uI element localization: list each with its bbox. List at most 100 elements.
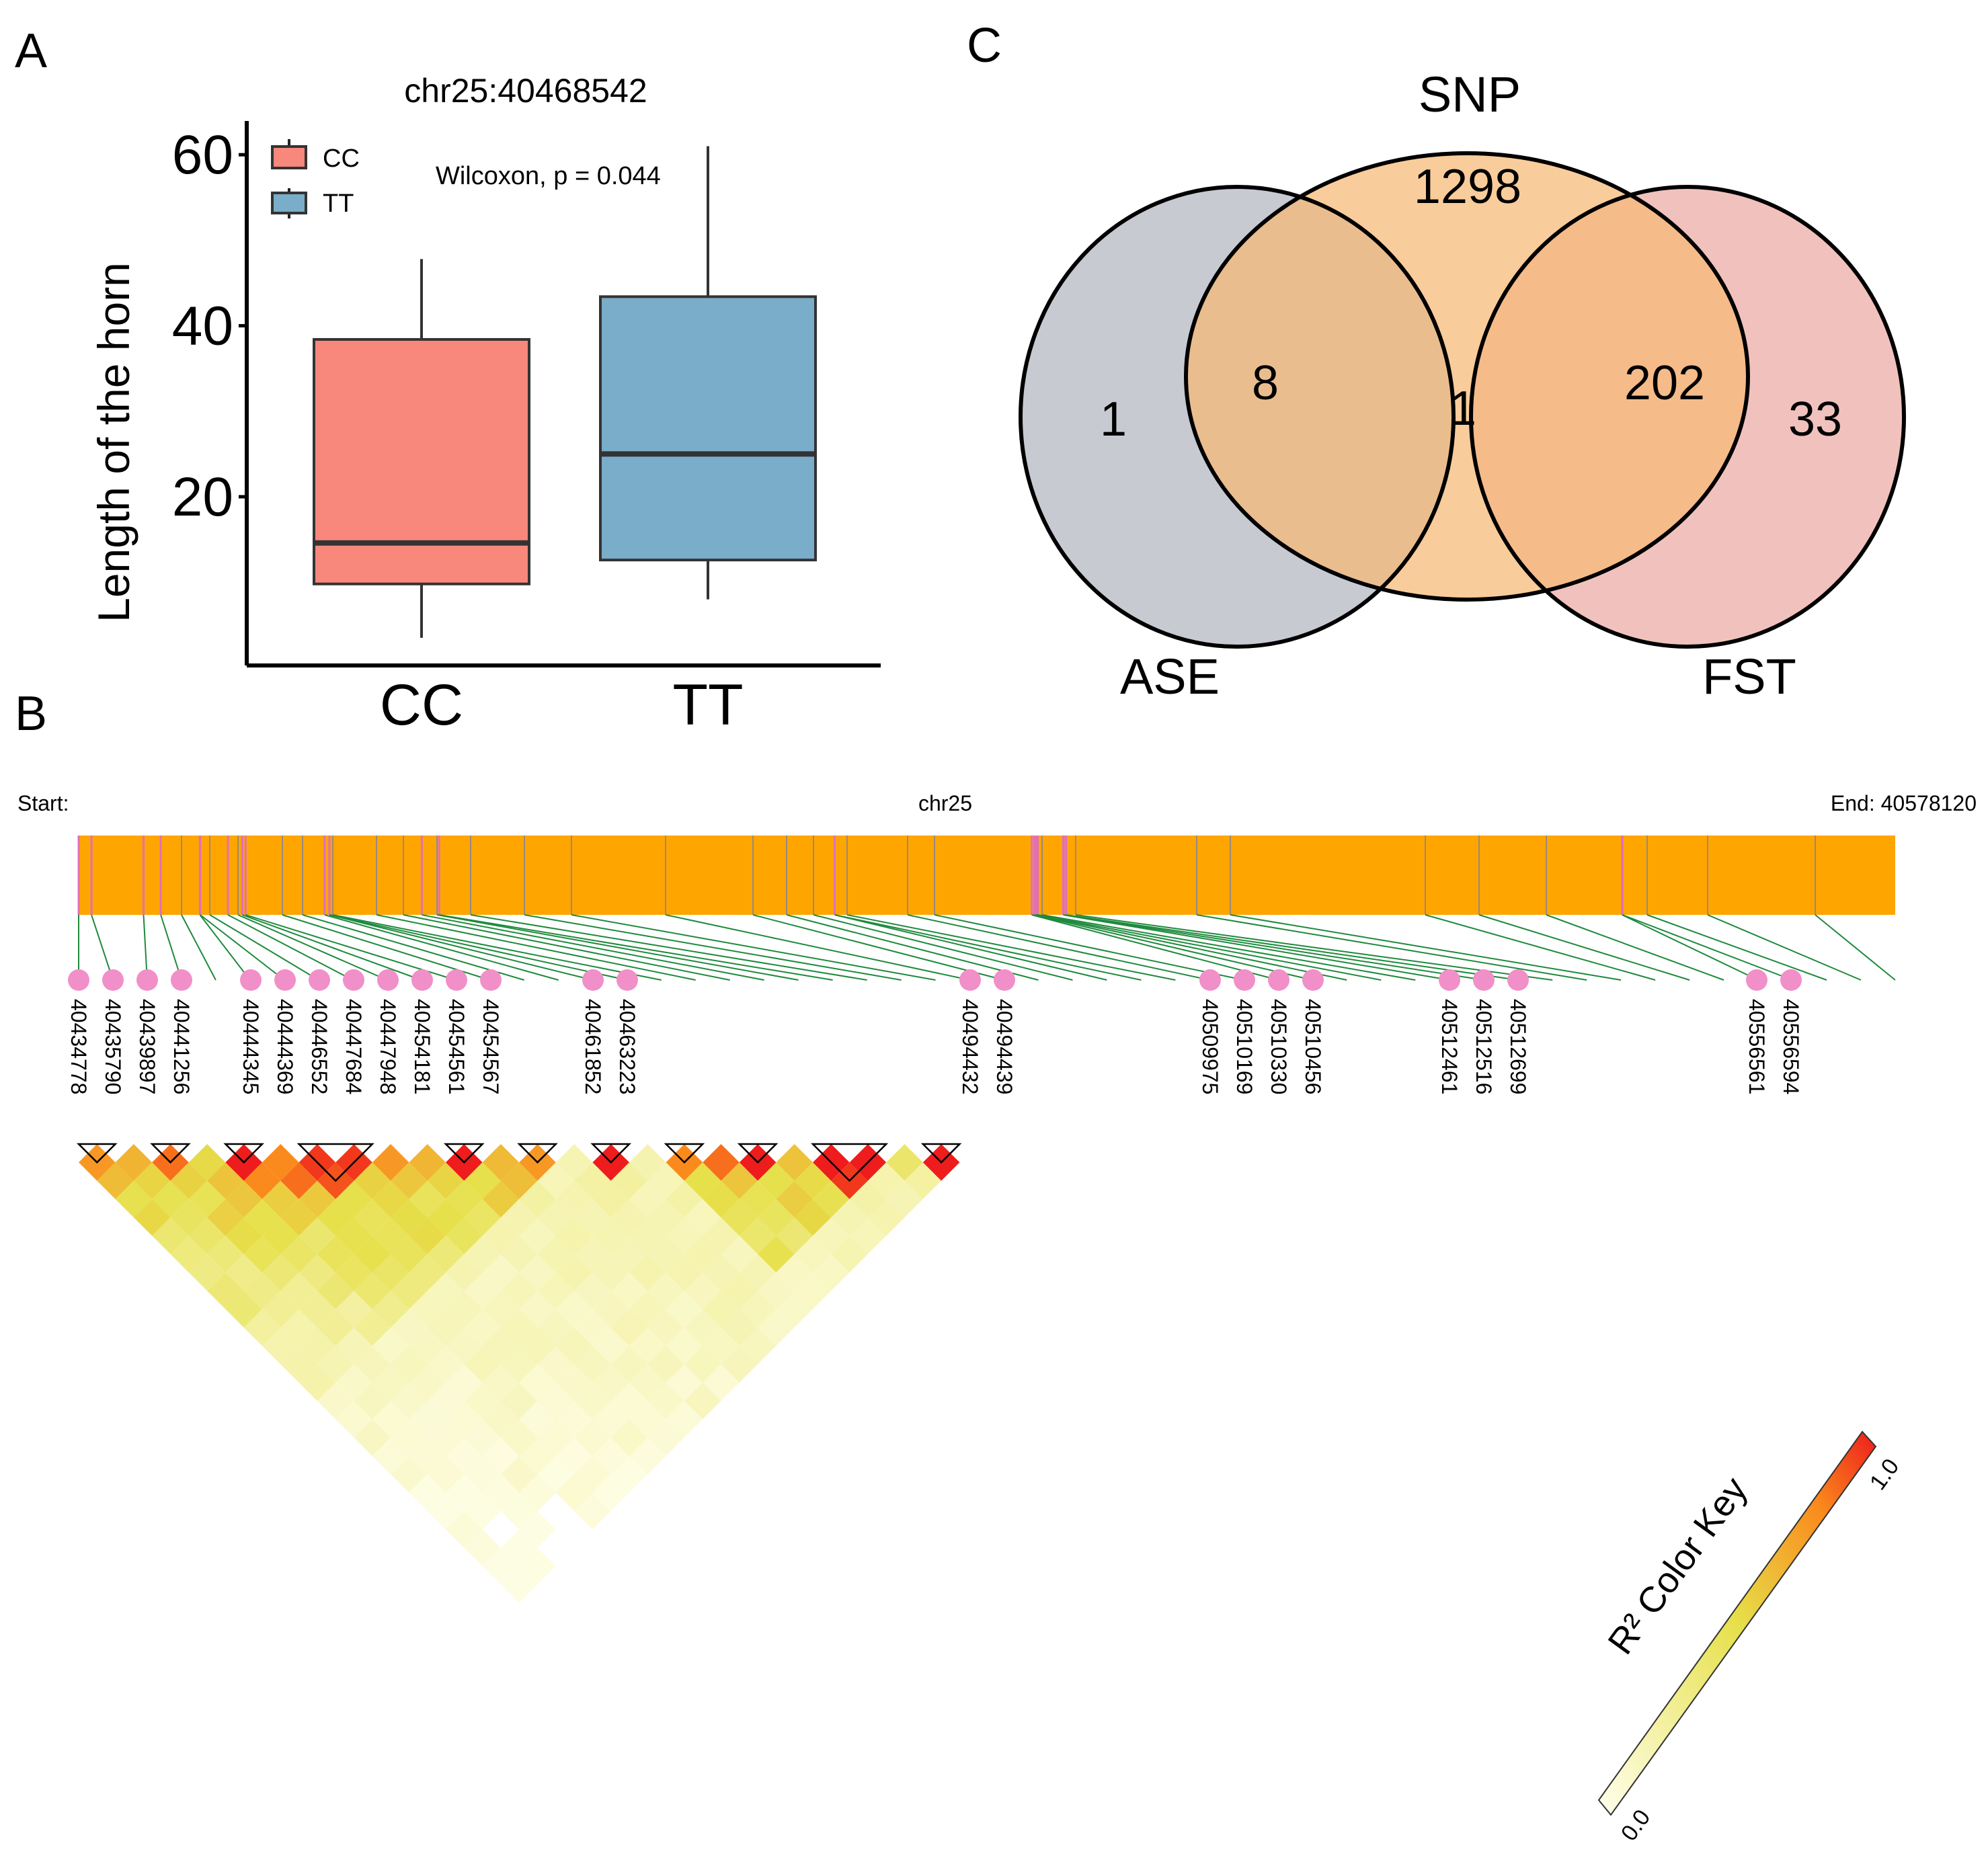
venn-count-fst-only: 33 <box>1788 393 1842 446</box>
connector-line <box>1230 914 1622 981</box>
ld-block-40446552-40447948 <box>296 1143 374 1182</box>
venn-set-label-fst: FST <box>1702 649 1796 704</box>
boxplot-title: chr25:40468542 <box>404 72 647 110</box>
ld-cell-40447684-40510169 <box>500 1309 538 1346</box>
boxplot-panel: A chr25:40468542 Length of the horn 20 40… <box>15 24 881 737</box>
ld-cell-40435790-40454561 <box>262 1291 299 1328</box>
snp-label-40454181: 40454181 <box>410 999 434 1094</box>
connector-line <box>571 914 936 981</box>
connector-line <box>1707 914 1862 981</box>
ld-cell-40510169-40510330 <box>703 1144 740 1181</box>
connector-line <box>1546 914 1724 981</box>
ld-cell-40447684-40509975 <box>482 1291 520 1328</box>
ld-cell-40447948-40510169 <box>519 1291 556 1328</box>
ld-cell-40444345-40454567 <box>335 1254 372 1291</box>
ld-cell-40444345-40454561 <box>317 1235 354 1273</box>
venn-set-label-snp: SNP <box>1419 67 1521 122</box>
ld-cell-40439897-40454567 <box>299 1291 336 1328</box>
y-tick-label-60: 60 <box>172 124 233 186</box>
connector-line <box>1066 914 1519 981</box>
boxplot-legend: CC TT <box>271 139 360 218</box>
ld-cell-40444345-40509975 <box>427 1346 465 1383</box>
ld-cell-40447684-40556561 <box>610 1419 648 1457</box>
connector-line <box>160 914 182 981</box>
ld-cell-40447684-40512516 <box>574 1382 611 1420</box>
ld-cell-40439897-40446552 <box>207 1198 244 1236</box>
ld-cell-40434778-40556594 <box>500 1566 538 1603</box>
ld-cell-40447948-40510330 <box>537 1309 575 1346</box>
snp-marker-40512699 <box>1507 969 1529 991</box>
ld-cell-40434778-40509975 <box>354 1419 391 1457</box>
snp-marker-40512461 <box>1439 969 1460 991</box>
ld-cell-40434778-40444345 <box>133 1198 171 1236</box>
ld-cell-40461852-40512516 <box>666 1291 703 1328</box>
snp-label-40444369: 40444369 <box>273 999 297 1094</box>
ld-cell-40439897-40556561 <box>519 1511 556 1548</box>
snp-marker-40435790 <box>102 969 124 991</box>
ld-cell-40441256-40510169 <box>427 1382 465 1420</box>
ld-cell-40494432-40509975 <box>610 1162 648 1199</box>
ld-cell-40510169-40556594 <box>813 1254 850 1291</box>
ld-cell-40494439-40510330 <box>666 1180 703 1218</box>
ld-cell-40461852-40509975 <box>574 1198 611 1236</box>
ld-cell-40444369-40494432 <box>409 1291 446 1328</box>
connector-line <box>1646 914 1827 981</box>
ld-cell-40446552-40454181 <box>335 1180 372 1218</box>
ld-cell-40434778-40494432 <box>317 1382 354 1420</box>
ld-cell-40435790-40510330 <box>409 1437 446 1475</box>
ld-cell-40454181-40494432 <box>482 1217 520 1254</box>
snp-connector-lines <box>78 914 1896 981</box>
ld-cell-40494432-40556594 <box>758 1309 795 1346</box>
ld-cell-40446552-40556594 <box>610 1456 648 1493</box>
ld-cell-40446552-40494439 <box>446 1291 483 1328</box>
ld-cell-40510456-40512461 <box>776 1144 813 1181</box>
ld-cell-40434778-40447948 <box>207 1272 244 1309</box>
ld-cell-40454181-40512699 <box>629 1364 666 1401</box>
connector-line <box>470 914 867 981</box>
snp-label-40510330: 40510330 <box>1267 999 1291 1094</box>
connector-line <box>1031 914 1279 981</box>
ld-cell-40454567-40556594 <box>703 1364 740 1401</box>
connector-line <box>143 914 148 981</box>
ld-cell-40441256-40444345 <box>188 1144 226 1181</box>
ld-cell-40435790-40447684 <box>207 1235 244 1273</box>
venn-count-ase-only: 1 <box>1100 393 1127 446</box>
ld-cell-40447948-40512516 <box>592 1364 629 1401</box>
connector-line <box>200 914 285 981</box>
ld-cell-40444369-40556561 <box>574 1456 611 1493</box>
ld-cell-40444345-40454181 <box>299 1217 336 1254</box>
ld-cell-40444345-40512461 <box>500 1419 538 1457</box>
ld-cell-40463223-40494439 <box>574 1162 611 1199</box>
connector-line <box>1815 914 1896 981</box>
ld-cell-40454561-40556594 <box>684 1382 721 1420</box>
ld-cell-40454561-40556561 <box>666 1364 703 1401</box>
snp-marker-40494439 <box>994 969 1015 991</box>
boxplot-boxes <box>313 146 817 638</box>
venn-count-snp-only: 1298 <box>1414 160 1521 214</box>
ld-cell-40434778-40461852 <box>280 1346 317 1383</box>
ld-cell-40444369-40556594 <box>592 1474 629 1511</box>
ld-cell-40441256-40447948 <box>262 1217 299 1254</box>
ld-cell-40441256-40512699 <box>519 1474 556 1511</box>
ld-cell-40439897-40494432 <box>354 1346 391 1383</box>
ld-cell-40444345-40510330 <box>464 1382 501 1420</box>
ld-chrom-label: chr25 <box>918 791 972 815</box>
ld-cell-40444345-40556561 <box>555 1474 593 1511</box>
connector-line <box>834 914 1107 981</box>
ld-cell-40454567-40510456 <box>610 1272 648 1309</box>
ld-cell-40446552-40510169 <box>482 1328 520 1365</box>
ld-cell-40447948-40556594 <box>647 1419 684 1457</box>
connector-line <box>1037 914 1382 981</box>
ld-panel: B Start: chr25 End: 40578120 40434778 404… <box>15 687 1977 1846</box>
ld-cell-40494432-40510456 <box>666 1217 703 1254</box>
ld-cell-40439897-40510330 <box>427 1419 465 1457</box>
connector-line <box>846 914 1176 981</box>
snp-marker-40446552 <box>309 969 330 991</box>
ld-block-40556561-40556594 <box>920 1143 962 1164</box>
legend-label-cc: CC <box>323 145 360 173</box>
snp-label-40439897: 40439897 <box>135 999 159 1094</box>
ld-cell-40447948-40454561 <box>391 1162 428 1199</box>
ld-cell-40444369-40510330 <box>482 1364 520 1401</box>
ld-cell-40454181-40461852 <box>446 1180 483 1218</box>
snp-label-40454567: 40454567 <box>479 999 503 1094</box>
